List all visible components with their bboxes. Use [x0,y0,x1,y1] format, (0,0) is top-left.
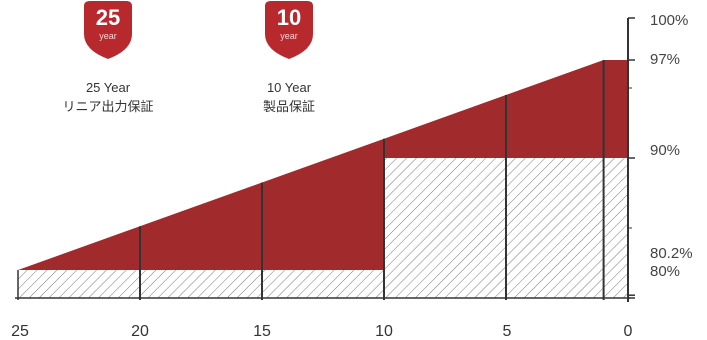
warranty-label-line2: 製品保証 [262,99,315,114]
warranty-label-line2: リニア出力保証 [62,99,154,114]
warranty-label-25: 25 Year リニア出力保証 [28,78,188,116]
x-tick-label: 5 [502,323,512,340]
x-tick-label: 25 [11,323,29,340]
x-tick-label: 10 [375,323,393,340]
badge-number: 25 [95,5,121,30]
warranty-label-line1: 25 Year [85,80,131,95]
shield-icon [265,1,313,59]
y-tick-label: 80% [650,263,681,280]
shield-icon [84,1,132,59]
warranty-label-10: 10 Year 製品保証 [209,78,369,116]
linear-warranty-area [18,60,628,270]
x-tick-label: 0 [623,323,633,340]
y-tick-label: 100% [650,12,689,29]
badge-number: 10 [276,5,302,30]
warranty-badge-25: 25 year [82,0,134,60]
y-tick-label: 97% [650,51,681,68]
warranty-label-line1: 10 Year [266,80,312,95]
y-tick-label: 80.2% [650,245,693,262]
product-warranty-area [18,158,628,298]
badge-unit: year [280,31,298,41]
x-tick-label: 20 [131,323,149,340]
badge-unit: year [99,31,117,41]
y-tick-label: 90% [650,142,681,159]
x-tick-label: 15 [253,323,271,340]
warranty-badge-10: 10 year [263,0,315,60]
